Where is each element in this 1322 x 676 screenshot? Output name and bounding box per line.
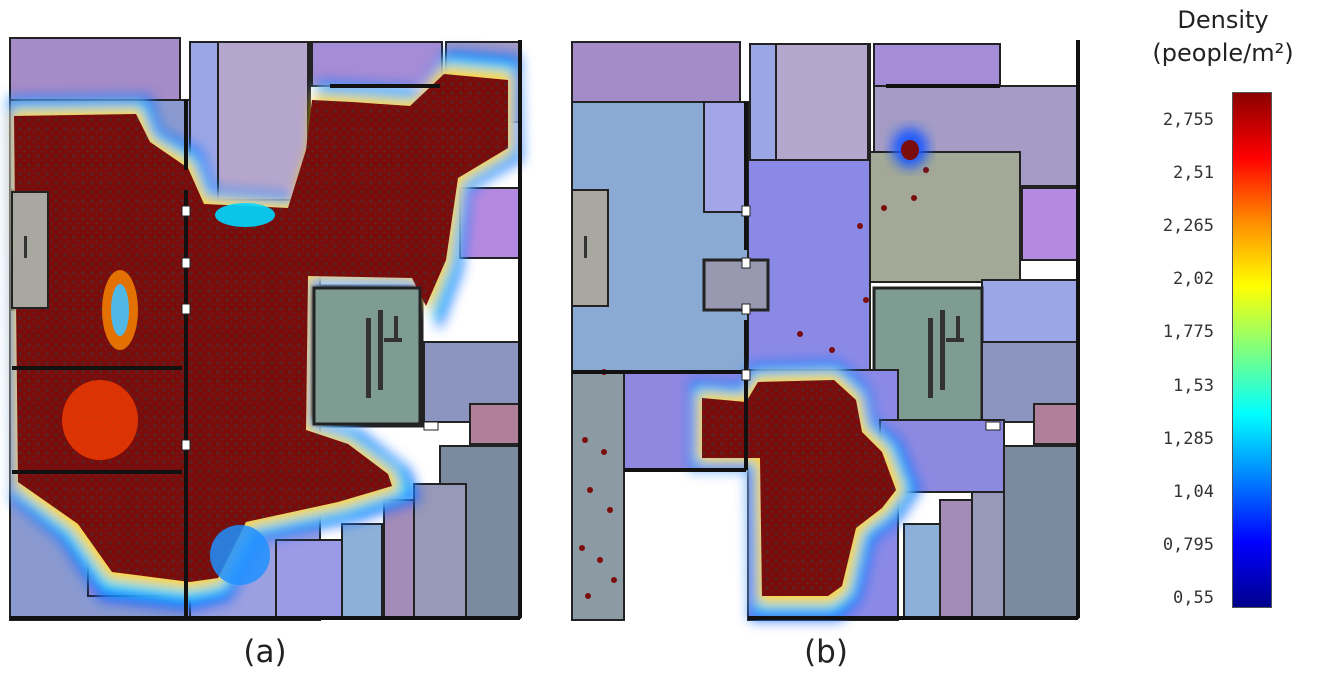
density-gap <box>215 203 275 227</box>
colorbar-tick-label: 2,265 <box>1162 216 1214 237</box>
fixture <box>378 310 383 390</box>
room <box>702 258 770 312</box>
density-colorbar <box>1232 92 1272 608</box>
room <box>571 371 625 621</box>
colorbar-tick-label: 2,02 <box>1173 269 1214 290</box>
room <box>312 286 422 426</box>
colorbar-tick-label: 1,775 <box>1162 322 1214 343</box>
fixture <box>946 338 964 342</box>
room <box>571 41 741 103</box>
panel-a-floorplan <box>8 37 522 621</box>
room <box>383 499 415 619</box>
room <box>469 403 521 445</box>
room <box>971 483 1005 619</box>
room <box>703 101 749 213</box>
room <box>11 191 49 309</box>
fixture <box>956 316 960 340</box>
room <box>217 41 309 203</box>
colorbar-tick-label: 2,755 <box>1162 110 1214 130</box>
colorbar-tick-label: 1,285 <box>1162 428 1214 449</box>
density-gap <box>111 284 129 336</box>
density-gap <box>210 525 270 585</box>
colorbar-tick-label: 1,53 <box>1173 375 1214 396</box>
legend-title: Density (people/m²) <box>1128 4 1318 70</box>
colorbar-tick-label: 2,51 <box>1173 163 1214 184</box>
density-gap <box>62 380 138 460</box>
room <box>1033 403 1079 445</box>
density-core-b-texture <box>702 380 896 596</box>
doors <box>741 205 1001 431</box>
room <box>571 189 609 307</box>
room <box>903 523 941 619</box>
colorbar-tick-label: 1,04 <box>1173 481 1214 502</box>
fixture <box>384 338 402 342</box>
room <box>981 279 1079 343</box>
colorbar-tick-label: 0,55 <box>1173 588 1214 608</box>
room <box>869 151 1021 283</box>
density-small-cluster-core <box>901 140 919 160</box>
walls <box>572 40 1080 620</box>
room <box>311 41 443 87</box>
doors <box>181 205 439 451</box>
fixture <box>394 316 398 340</box>
fixture <box>366 318 371 398</box>
room <box>1003 445 1079 619</box>
room <box>9 37 181 101</box>
legend-title-line2: (people/m²) <box>1152 39 1294 67</box>
colorbar-tick-label: 0,795 <box>1162 534 1214 555</box>
density-core-a-texture <box>14 74 508 582</box>
panel-a-caption: (a) <box>243 634 287 670</box>
fixture <box>928 318 933 398</box>
fixture <box>584 236 587 258</box>
room <box>275 539 343 619</box>
panel-b-floorplan <box>571 40 1080 621</box>
panel-b-caption: (b) <box>804 634 848 670</box>
fixture <box>24 236 27 258</box>
room <box>1021 187 1079 261</box>
room <box>413 483 467 619</box>
room <box>939 499 973 619</box>
room <box>873 43 1001 89</box>
room <box>341 523 383 619</box>
legend-title-line1: Density <box>1177 6 1269 34</box>
fixture <box>940 310 945 390</box>
